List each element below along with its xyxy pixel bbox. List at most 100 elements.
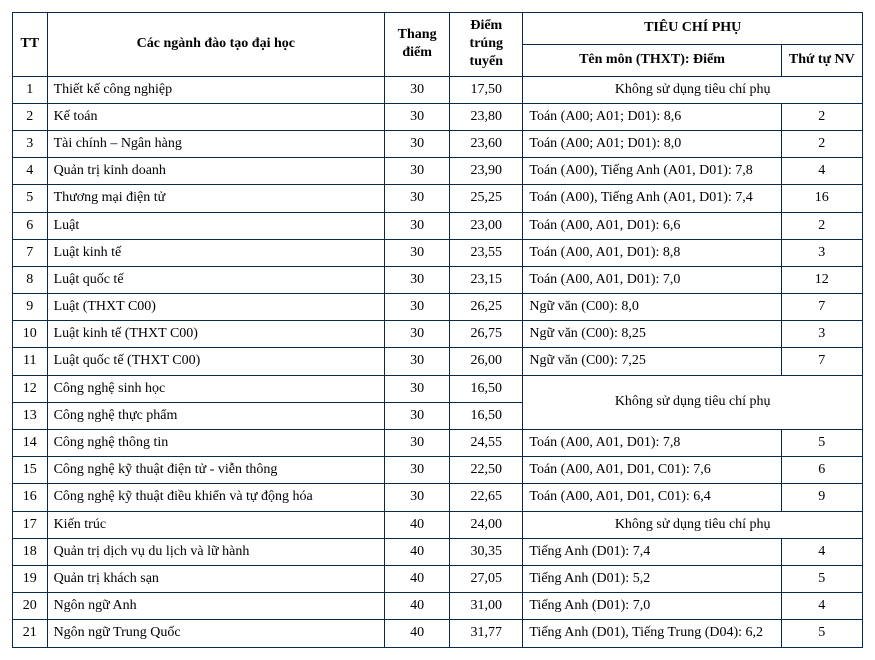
cell-thang: 30 [385, 457, 450, 484]
cell-mon: Toán (A00, A01, D01): 7,0 [523, 266, 781, 293]
header-tieu-chi-phu: TIÊU CHÍ PHỤ [523, 13, 863, 45]
cell-mon: Tiếng Anh (D01): 5,2 [523, 565, 781, 592]
cell-tt: 8 [13, 266, 48, 293]
cell-diem: 23,55 [450, 239, 523, 266]
cell-mon: Toán (A00, A01, D01): 7,8 [523, 430, 781, 457]
table-row: 17Kiến trúc4024,00Không sử dụng tiêu chí… [13, 511, 863, 538]
cell-mon: Toán (A00; A01; D01): 8,0 [523, 130, 781, 157]
table-row: 11Luật quốc tế (THXT C00)3026,00Ngữ văn … [13, 348, 863, 375]
cell-thang: 30 [385, 158, 450, 185]
cell-diem: 23,60 [450, 130, 523, 157]
cell-nv: 4 [781, 538, 862, 565]
cell-diem: 24,55 [450, 430, 523, 457]
table-body: 1Thiết kế công nghiệp3017,50Không sử dụn… [13, 76, 863, 647]
cell-thang: 30 [385, 76, 450, 103]
cell-thang: 30 [385, 402, 450, 429]
cell-mon: Toán (A00, A01, D01): 6,6 [523, 212, 781, 239]
cell-tt: 12 [13, 375, 48, 402]
cell-nv: 7 [781, 348, 862, 375]
cell-thang: 30 [385, 185, 450, 212]
cell-mon: Tiếng Anh (D01): 7,4 [523, 538, 781, 565]
header-thu-tu-nv: Thứ tự NV [781, 44, 862, 76]
cell-diem: 25,25 [450, 185, 523, 212]
cell-tt: 16 [13, 484, 48, 511]
cell-tt: 7 [13, 239, 48, 266]
cell-thang: 30 [385, 103, 450, 130]
cell-nganh: Quản trị kinh doanh [47, 158, 385, 185]
table-row: 5Thương mại điện tử3025,25Toán (A00), Ti… [13, 185, 863, 212]
cell-mon: Toán (A00; A01; D01): 8,6 [523, 103, 781, 130]
cell-nv: 9 [781, 484, 862, 511]
cell-nv: 16 [781, 185, 862, 212]
cell-nv: 5 [781, 430, 862, 457]
cell-mon: Toán (A00), Tiếng Anh (A01, D01): 7,4 [523, 185, 781, 212]
table-row: 10Luật kinh tế (THXT C00)3026,75Ngữ văn … [13, 321, 863, 348]
cell-tt: 20 [13, 593, 48, 620]
cell-nv: 4 [781, 158, 862, 185]
cell-diem: 23,90 [450, 158, 523, 185]
cell-tt: 18 [13, 538, 48, 565]
cell-nganh: Công nghệ sinh học [47, 375, 385, 402]
cell-diem: 23,80 [450, 103, 523, 130]
cell-no-sub: Không sử dụng tiêu chí phụ [523, 375, 863, 429]
cell-thang: 30 [385, 239, 450, 266]
cell-tt: 5 [13, 185, 48, 212]
cell-tt: 21 [13, 620, 48, 647]
header-ten-mon: Tên môn (THXT): Điểm [523, 44, 781, 76]
cell-diem: 26,00 [450, 348, 523, 375]
table-row: 15Công nghệ kỹ thuật điện tử - viễn thôn… [13, 457, 863, 484]
cell-tt: 14 [13, 430, 48, 457]
cell-diem: 31,77 [450, 620, 523, 647]
cell-diem: 16,50 [450, 402, 523, 429]
cell-nganh: Luật kinh tế (THXT C00) [47, 321, 385, 348]
cell-nganh: Thương mại điện tử [47, 185, 385, 212]
cell-nganh: Luật quốc tế (THXT C00) [47, 348, 385, 375]
cell-diem: 30,35 [450, 538, 523, 565]
cell-thang: 30 [385, 266, 450, 293]
cell-tt: 11 [13, 348, 48, 375]
cell-nganh: Luật quốc tế [47, 266, 385, 293]
cell-tt: 1 [13, 76, 48, 103]
cell-mon: Toán (A00), Tiếng Anh (A01, D01): 7,8 [523, 158, 781, 185]
table-row: 2Kế toán3023,80Toán (A00; A01; D01): 8,6… [13, 103, 863, 130]
table-row: 21Ngôn ngữ Trung Quốc4031,77Tiếng Anh (D… [13, 620, 863, 647]
table-row: 1Thiết kế công nghiệp3017,50Không sử dụn… [13, 76, 863, 103]
cell-nv: 3 [781, 239, 862, 266]
cell-nv: 5 [781, 620, 862, 647]
cell-diem: 26,75 [450, 321, 523, 348]
cell-diem: 16,50 [450, 375, 523, 402]
cell-diem: 31,00 [450, 593, 523, 620]
cell-mon: Toán (A00, A01, D01, C01): 7,6 [523, 457, 781, 484]
cell-nganh: Ngôn ngữ Trung Quốc [47, 620, 385, 647]
cell-diem: 22,65 [450, 484, 523, 511]
cell-nganh: Luật [47, 212, 385, 239]
cell-thang: 30 [385, 212, 450, 239]
table-row: 12Công nghệ sinh học3016,50Không sử dụng… [13, 375, 863, 402]
cell-tt: 13 [13, 402, 48, 429]
cell-mon: Tiếng Anh (D01): 7,0 [523, 593, 781, 620]
cell-nganh: Luật kinh tế [47, 239, 385, 266]
table-row: 14Công nghệ thông tin3024,55Toán (A00, A… [13, 430, 863, 457]
cell-diem: 17,50 [450, 76, 523, 103]
cell-tt: 15 [13, 457, 48, 484]
cell-thang: 40 [385, 511, 450, 538]
table-row: 20Ngôn ngữ Anh4031,00Tiếng Anh (D01): 7,… [13, 593, 863, 620]
cell-tt: 2 [13, 103, 48, 130]
cell-no-sub: Không sử dụng tiêu chí phụ [523, 511, 863, 538]
cell-nv: 2 [781, 130, 862, 157]
cell-tt: 9 [13, 294, 48, 321]
cell-no-sub: Không sử dụng tiêu chí phụ [523, 76, 863, 103]
cell-thang: 40 [385, 593, 450, 620]
cell-nganh: Công nghệ kỹ thuật điện tử - viễn thông [47, 457, 385, 484]
cell-nv: 4 [781, 593, 862, 620]
cell-nv: 7 [781, 294, 862, 321]
cell-mon: Ngữ văn (C00): 7,25 [523, 348, 781, 375]
cell-mon: Ngữ văn (C00): 8,25 [523, 321, 781, 348]
cell-nganh: Quản trị khách sạn [47, 565, 385, 592]
cell-mon: Toán (A00, A01, D01, C01): 6,4 [523, 484, 781, 511]
cell-nv: 2 [781, 212, 862, 239]
table-row: 16Công nghệ kỹ thuật điều khiển và tự độ… [13, 484, 863, 511]
cell-mon: Tiếng Anh (D01), Tiếng Trung (D04): 6,2 [523, 620, 781, 647]
cell-thang: 30 [385, 375, 450, 402]
table-row: 9Luật (THXT C00)3026,25Ngữ văn (C00): 8,… [13, 294, 863, 321]
